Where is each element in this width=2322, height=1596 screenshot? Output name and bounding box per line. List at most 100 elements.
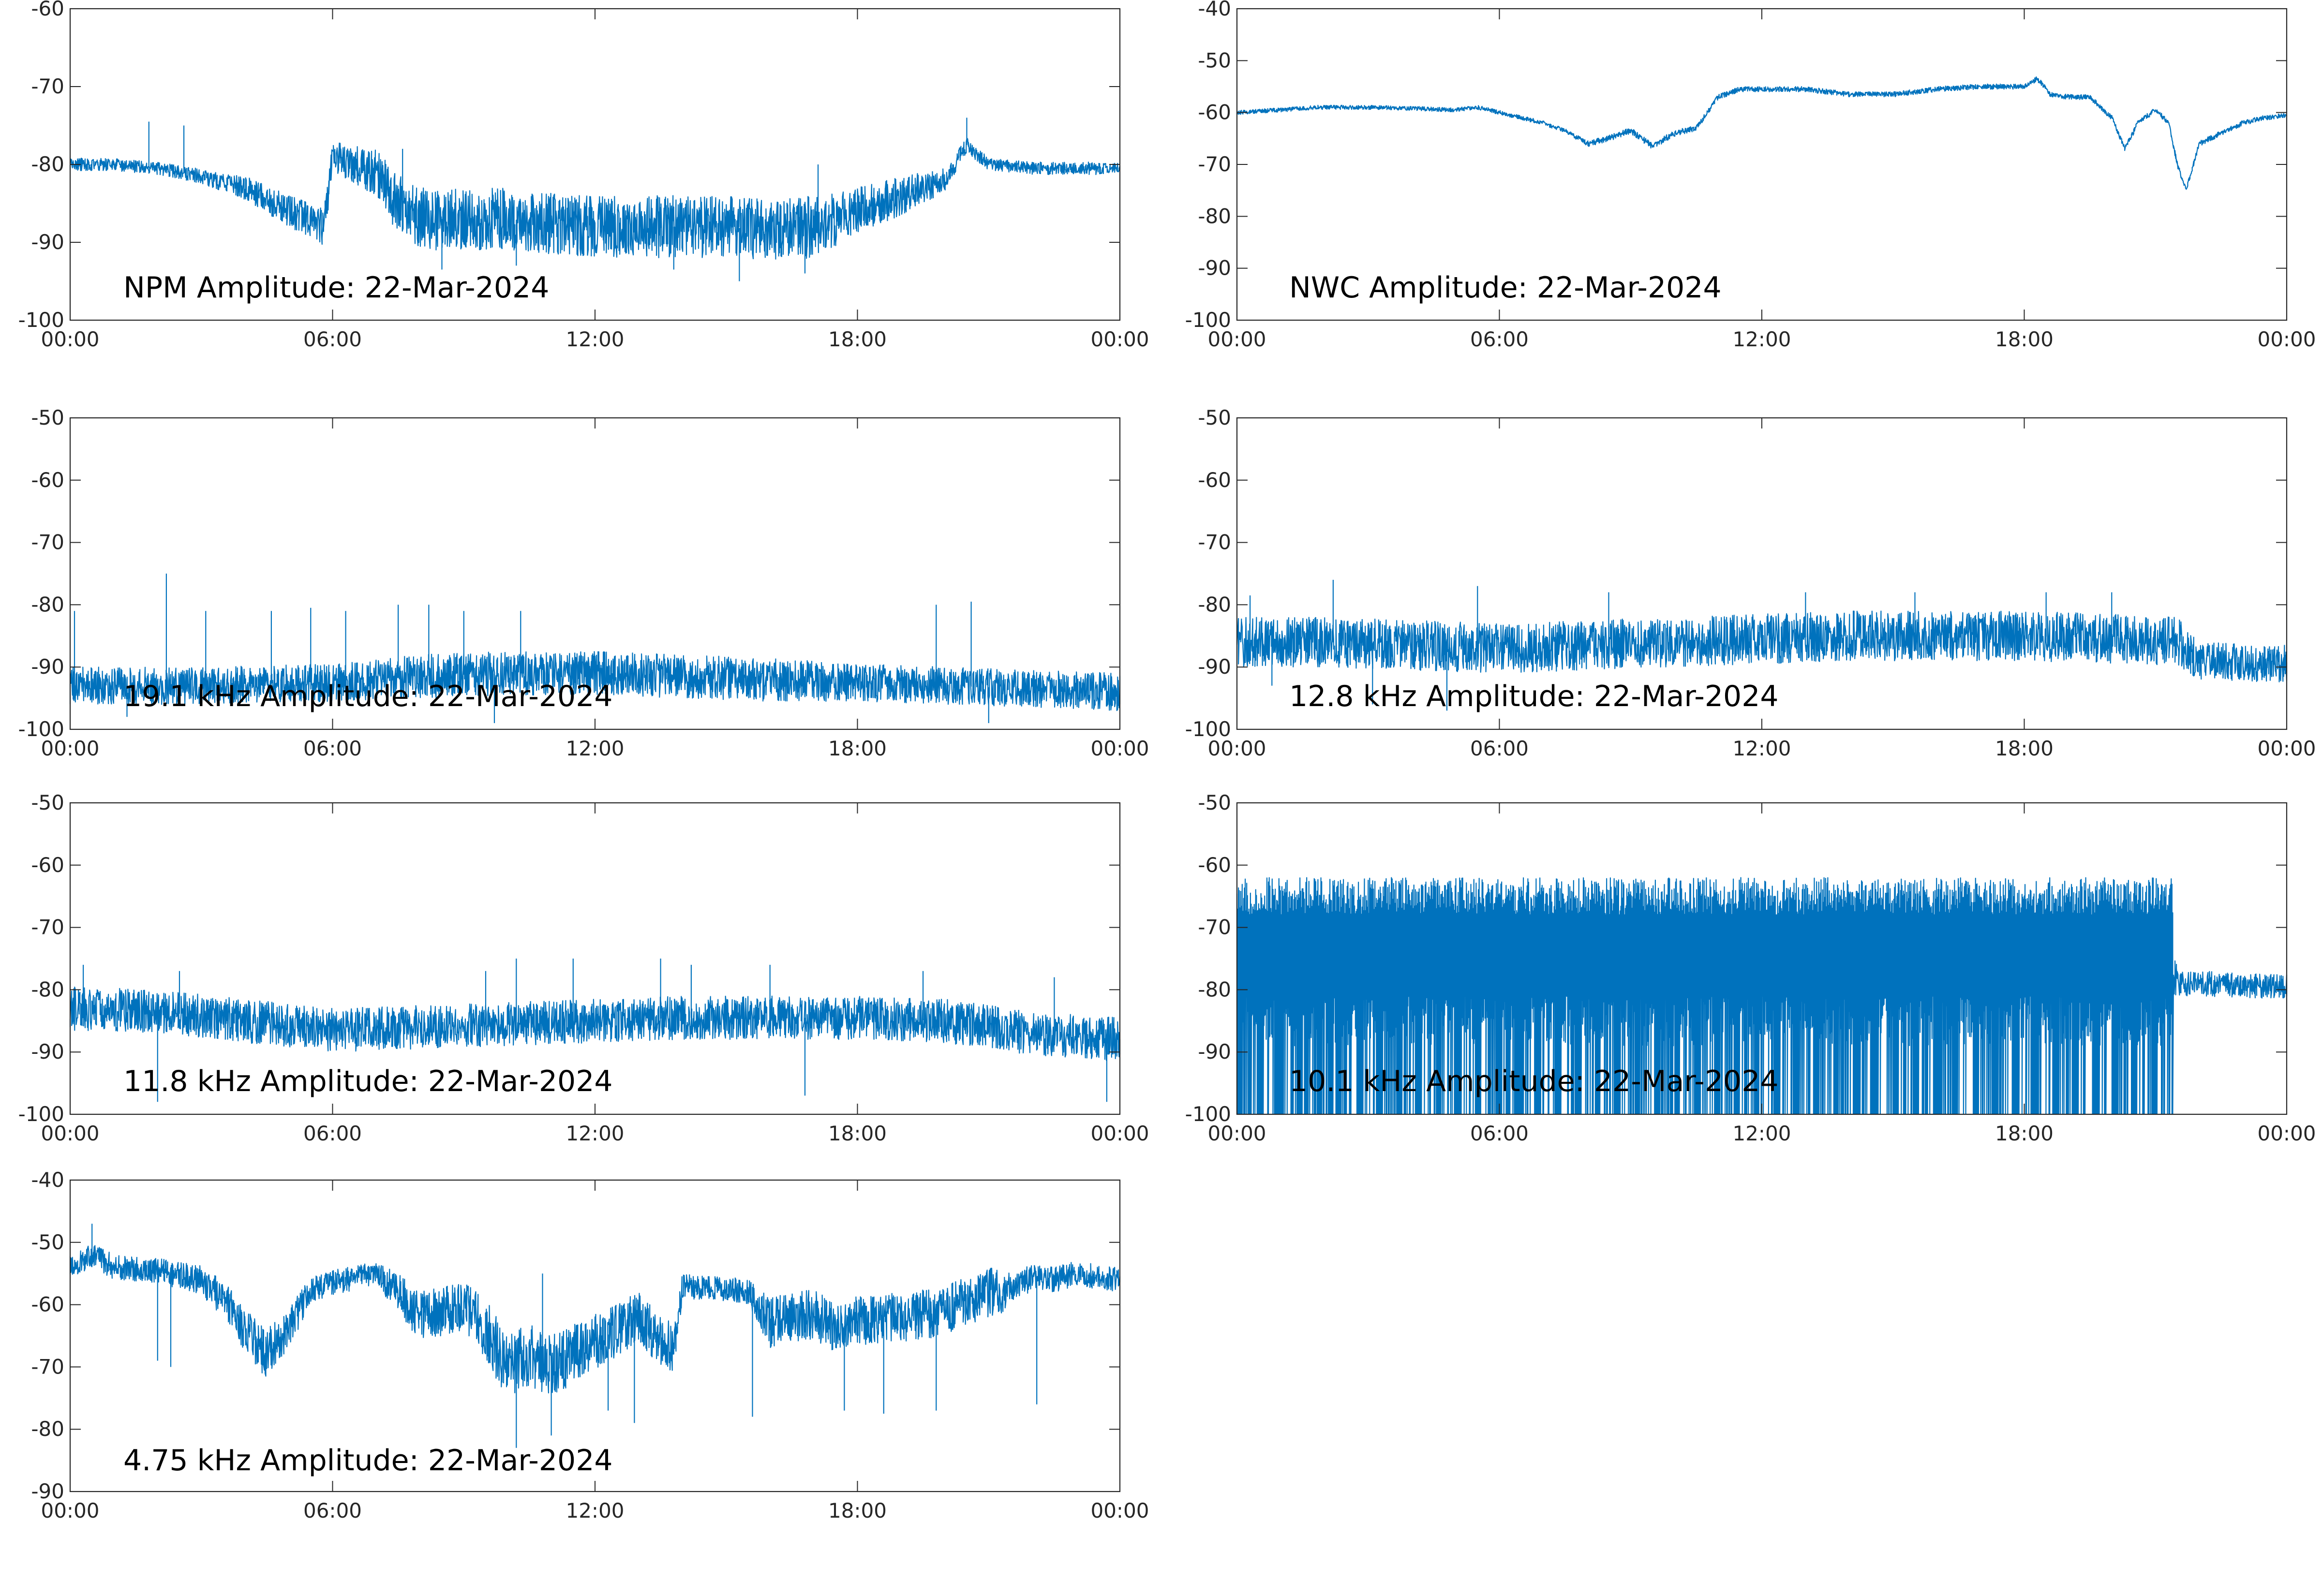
x-tick-label: 00:00 [1090, 1499, 1149, 1522]
y-tick-label: -90 [31, 230, 64, 254]
y-tick-label: -100 [1185, 1102, 1231, 1126]
x-tick-label: 06:00 [303, 1122, 362, 1145]
y-tick-label: -90 [1198, 655, 1231, 679]
series-line [69, 574, 1121, 724]
y-tick-label: -80 [1198, 204, 1231, 228]
x-tick-label: 18:00 [828, 327, 887, 351]
x-tick-label: 06:00 [303, 1499, 362, 1522]
x-tick-label: 00:00 [41, 1122, 99, 1145]
x-tick-label: 18:00 [1995, 737, 2054, 760]
series-line [69, 118, 1121, 281]
x-tick-label: 06:00 [1470, 1122, 1529, 1145]
y-tick-label: -90 [1198, 256, 1231, 280]
y-tick-label: -70 [31, 74, 64, 98]
y-tick-label: -80 [31, 1417, 64, 1441]
series-line [1236, 877, 2288, 1115]
x-tick-label: 18:00 [1995, 327, 2054, 351]
y-tick-label: -50 [31, 791, 64, 814]
y-tick-label: -50 [31, 1230, 64, 1254]
y-tick-label: -100 [1185, 717, 1231, 741]
chart-title: NPM Amplitude: 22-Mar-2024 [123, 271, 549, 305]
y-tick-label: -80 [31, 152, 64, 176]
y-tick-label: -100 [18, 1102, 64, 1126]
chart-title: 4.75 kHz Amplitude: 22-Mar-2024 [123, 1444, 613, 1478]
x-tick-label: 12:00 [566, 1499, 624, 1522]
series-line [1236, 579, 2288, 711]
y-tick-label: -100 [1185, 308, 1231, 332]
x-tick-label: 00:00 [1207, 327, 1266, 351]
series-line [69, 959, 1121, 1102]
y-tick-label: -90 [1198, 1040, 1231, 1064]
x-tick-label: 00:00 [41, 327, 99, 351]
series-line [69, 1224, 1121, 1448]
y-tick-label: -60 [31, 1293, 64, 1316]
y-tick-label: -60 [31, 853, 64, 877]
chart-title: 10.1 kHz Amplitude: 22-Mar-2024 [1289, 1064, 1779, 1098]
x-tick-label: 00:00 [41, 1499, 99, 1522]
y-tick-label: -80 [31, 592, 64, 616]
y-tick-label: -50 [1198, 48, 1231, 72]
x-tick-label: 00:00 [1207, 1122, 1266, 1145]
x-tick-label: 06:00 [1470, 327, 1529, 351]
x-tick-label: 18:00 [828, 1499, 887, 1522]
x-tick-label: 18:00 [828, 1122, 887, 1145]
y-tick-label: -60 [1198, 468, 1231, 492]
y-tick-label: -70 [31, 531, 64, 554]
x-tick-label: 06:00 [303, 327, 362, 351]
x-tick-label: 12:00 [1732, 1122, 1791, 1145]
x-tick-label: 00:00 [1207, 737, 1266, 760]
y-tick-label: -90 [31, 1479, 64, 1503]
chart-title: NWC Amplitude: 22-Mar-2024 [1289, 271, 1722, 305]
y-tick-label: -90 [31, 1040, 64, 1064]
y-tick-label: -100 [18, 717, 64, 741]
x-tick-label: 00:00 [2257, 737, 2316, 760]
x-tick-label: 00:00 [1090, 1122, 1149, 1145]
chart-title: 12.8 kHz Amplitude: 22-Mar-2024 [1289, 680, 1779, 713]
chart-title: 11.8 kHz Amplitude: 22-Mar-2024 [123, 1064, 613, 1098]
x-tick-label: 00:00 [1090, 737, 1149, 760]
x-tick-label: 00:00 [2257, 327, 2316, 351]
y-tick-label: -70 [31, 916, 64, 939]
x-tick-label: 12:00 [1732, 327, 1791, 351]
y-tick-label: -60 [31, 468, 64, 492]
y-tick-label: -80 [31, 977, 64, 1001]
x-tick-label: 18:00 [1995, 1122, 2054, 1145]
x-tick-label: 12:00 [566, 737, 624, 760]
y-tick-label: -70 [1198, 152, 1231, 176]
x-tick-label: 18:00 [828, 737, 887, 760]
x-tick-label: 12:00 [566, 1122, 624, 1145]
x-tick-label: 12:00 [1732, 737, 1791, 760]
y-tick-label: -50 [1198, 791, 1231, 814]
y-tick-label: -50 [31, 406, 64, 429]
y-tick-label: -50 [1198, 406, 1231, 429]
y-tick-label: -40 [1198, 0, 1231, 20]
y-tick-label: -100 [18, 308, 64, 332]
y-tick-label: -70 [31, 1355, 64, 1378]
x-tick-label: 00:00 [41, 737, 99, 760]
x-tick-label: 00:00 [2257, 1122, 2316, 1145]
y-tick-label: -60 [1198, 101, 1231, 124]
x-tick-label: 00:00 [1090, 327, 1149, 351]
y-tick-label: -70 [1198, 531, 1231, 554]
chart-title: 19.1 kHz Amplitude: 22-Mar-2024 [123, 680, 613, 713]
x-tick-label: 06:00 [303, 737, 362, 760]
x-tick-label: 06:00 [1470, 737, 1529, 760]
series-line [1236, 76, 2288, 190]
x-tick-label: 12:00 [566, 327, 624, 351]
y-tick-label: -60 [1198, 853, 1231, 877]
y-tick-label: -40 [31, 1168, 64, 1192]
y-tick-label: -80 [1198, 592, 1231, 616]
y-tick-label: -90 [31, 655, 64, 679]
y-tick-label: -70 [1198, 916, 1231, 939]
y-tick-label: -60 [31, 0, 64, 20]
y-tick-label: -80 [1198, 977, 1231, 1001]
